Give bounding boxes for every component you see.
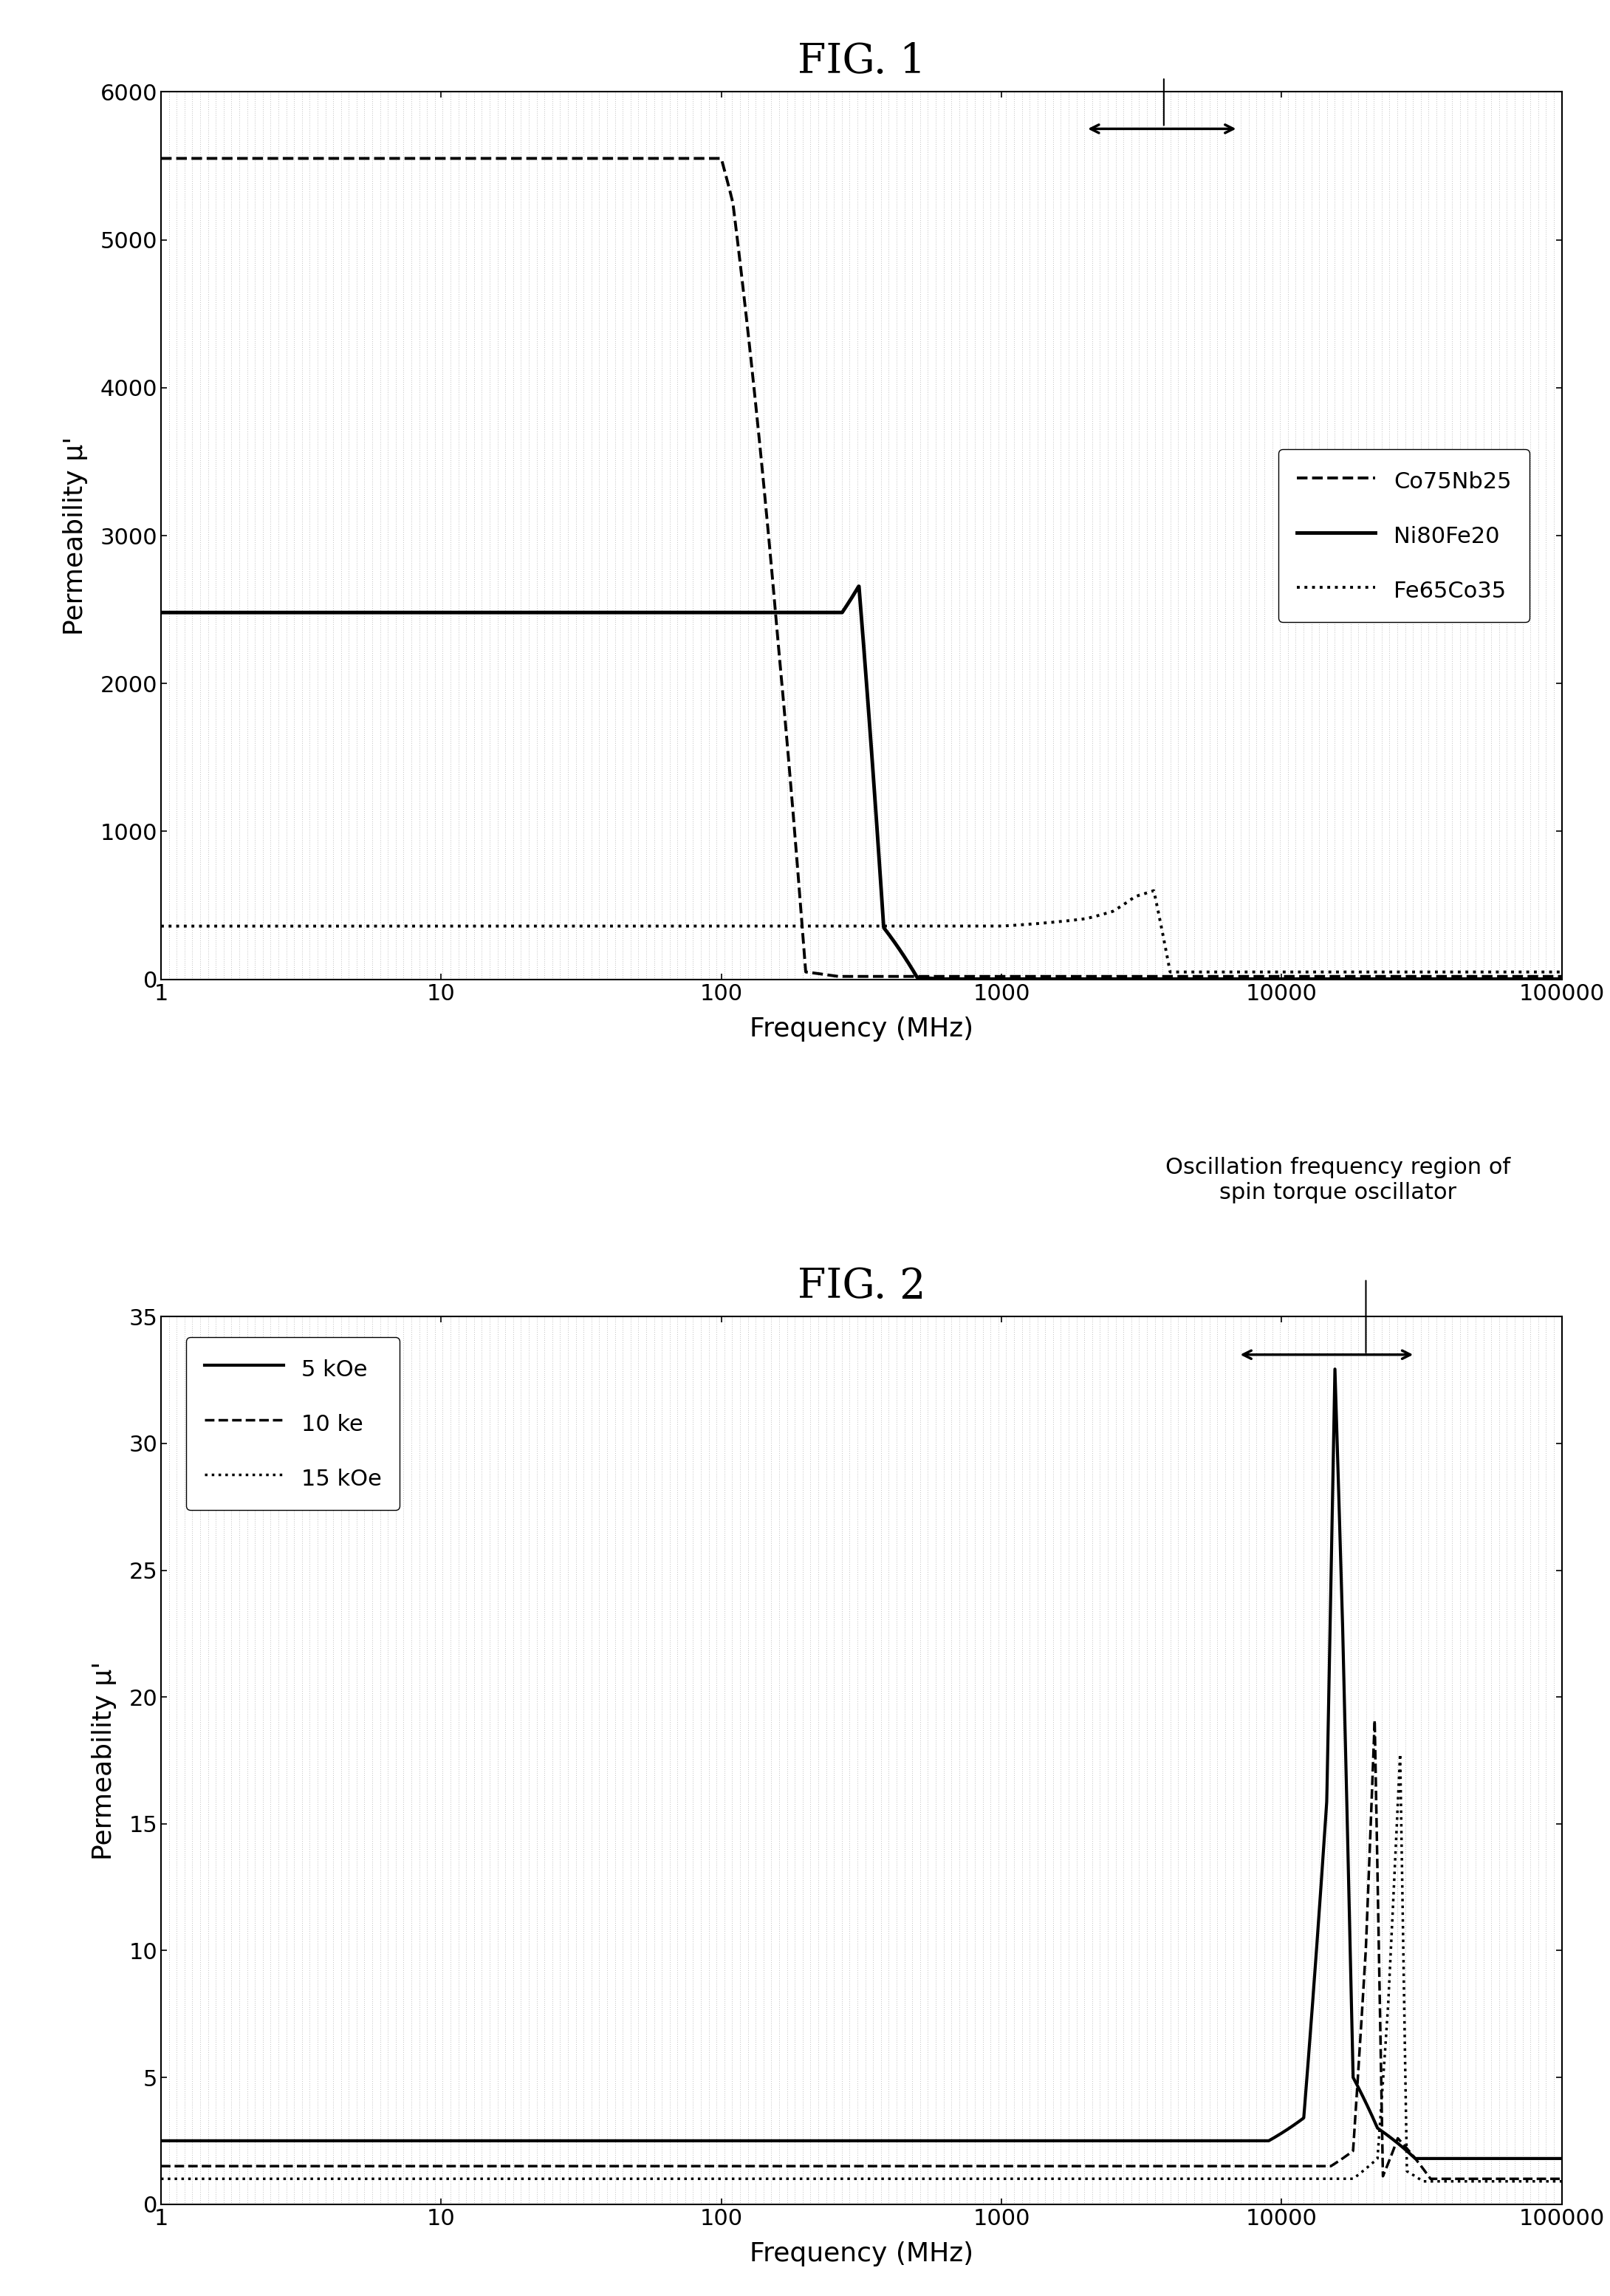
Title: FIG. 2: FIG. 2 [797, 1267, 926, 1306]
Co75Nb25 [992, 962, 1011, 990]
15 kOe [1042, 2165, 1061, 2193]
10 ke [980, 2151, 1000, 2179]
Ni80Fe20 [1552, 964, 1571, 992]
Line: Ni80Fe20: Ni80Fe20 [161, 585, 1562, 978]
X-axis label: Frequency (MHz): Frequency (MHz) [749, 1017, 974, 1042]
Text: Oscillation frequency region of
spin torque oscillator: Oscillation frequency region of spin tor… [1166, 1157, 1510, 1203]
Line: Fe65Co35: Fe65Co35 [161, 891, 1562, 971]
Ni80Fe20 [686, 599, 705, 627]
15 kOe [151, 2165, 171, 2193]
15 kOe [1264, 2165, 1283, 2193]
15 kOe [1552, 2167, 1571, 2195]
Y-axis label: Permeability μ': Permeability μ' [63, 436, 89, 636]
Co75Nb25 [828, 962, 847, 990]
Ni80Fe20 [1063, 964, 1082, 992]
15 kOe [1391, 1740, 1410, 1768]
10 ke [658, 2151, 678, 2179]
Ni80Fe20 [406, 599, 425, 627]
Line: 5 kOe: 5 kOe [161, 1368, 1562, 2158]
15 kOe [1190, 2165, 1209, 2193]
Fe65Co35 [1161, 957, 1180, 985]
10 ke [1190, 2151, 1209, 2179]
Ni80Fe20 [848, 572, 868, 599]
Y-axis label: Permeability μ': Permeability μ' [92, 1660, 116, 1860]
Co75Nb25 [1063, 962, 1082, 990]
5 kOe [658, 2126, 678, 2154]
5 kOe [1552, 2144, 1571, 2172]
5 kOe [1190, 2126, 1209, 2154]
Legend: 5 kOe, 10 ke, 15 kOe: 5 kOe, 10 ke, 15 kOe [187, 1336, 399, 1511]
5 kOe [1042, 2126, 1061, 2154]
10 ke [151, 2151, 171, 2179]
10 ke [1422, 2165, 1441, 2193]
Fe65Co35 [406, 912, 425, 939]
Line: 15 kOe: 15 kOe [161, 1754, 1562, 2181]
10 ke [1042, 2151, 1061, 2179]
X-axis label: Frequency (MHz): Frequency (MHz) [749, 2241, 974, 2266]
10 ke [1365, 1706, 1385, 1733]
Co75Nb25 [1302, 962, 1322, 990]
Fe65Co35 [1196, 957, 1216, 985]
Line: Co75Nb25: Co75Nb25 [161, 158, 1562, 976]
15 kOe [658, 2165, 678, 2193]
Fe65Co35 [686, 912, 705, 939]
Fe65Co35 [992, 912, 1011, 939]
5 kOe [1406, 2144, 1425, 2172]
Fe65Co35 [151, 912, 171, 939]
Co75Nb25 [686, 145, 705, 172]
5 kOe [1264, 2124, 1283, 2151]
Co75Nb25 [151, 145, 171, 172]
Fe65Co35 [1063, 907, 1082, 934]
Fe65Co35 [1552, 957, 1571, 985]
Legend: Co75Nb25, Ni80Fe20, Fe65Co35: Co75Nb25, Ni80Fe20, Fe65Co35 [1278, 450, 1530, 622]
5 kOe [980, 2126, 1000, 2154]
Title: FIG. 1: FIG. 1 [797, 41, 926, 83]
10 ke [1552, 2165, 1571, 2193]
Ni80Fe20 [151, 599, 171, 627]
Fe65Co35 [1304, 957, 1323, 985]
15 kOe [1414, 2167, 1433, 2195]
Co75Nb25 [1552, 962, 1571, 990]
5 kOe [1325, 1355, 1344, 1382]
Ni80Fe20 [929, 964, 948, 992]
10 ke [222, 2151, 242, 2179]
5 kOe [222, 2126, 242, 2154]
Line: 10 ke: 10 ke [161, 1720, 1562, 2179]
5 kOe [151, 2126, 171, 2154]
15 kOe [980, 2165, 1000, 2193]
15 kOe [222, 2165, 242, 2193]
Co75Nb25 [1196, 962, 1216, 990]
Ni80Fe20 [1304, 964, 1323, 992]
10 ke [1264, 2151, 1283, 2179]
Co75Nb25 [406, 145, 425, 172]
Ni80Fe20 [992, 964, 1011, 992]
Ni80Fe20 [1196, 964, 1216, 992]
Fe65Co35 [1145, 877, 1164, 905]
